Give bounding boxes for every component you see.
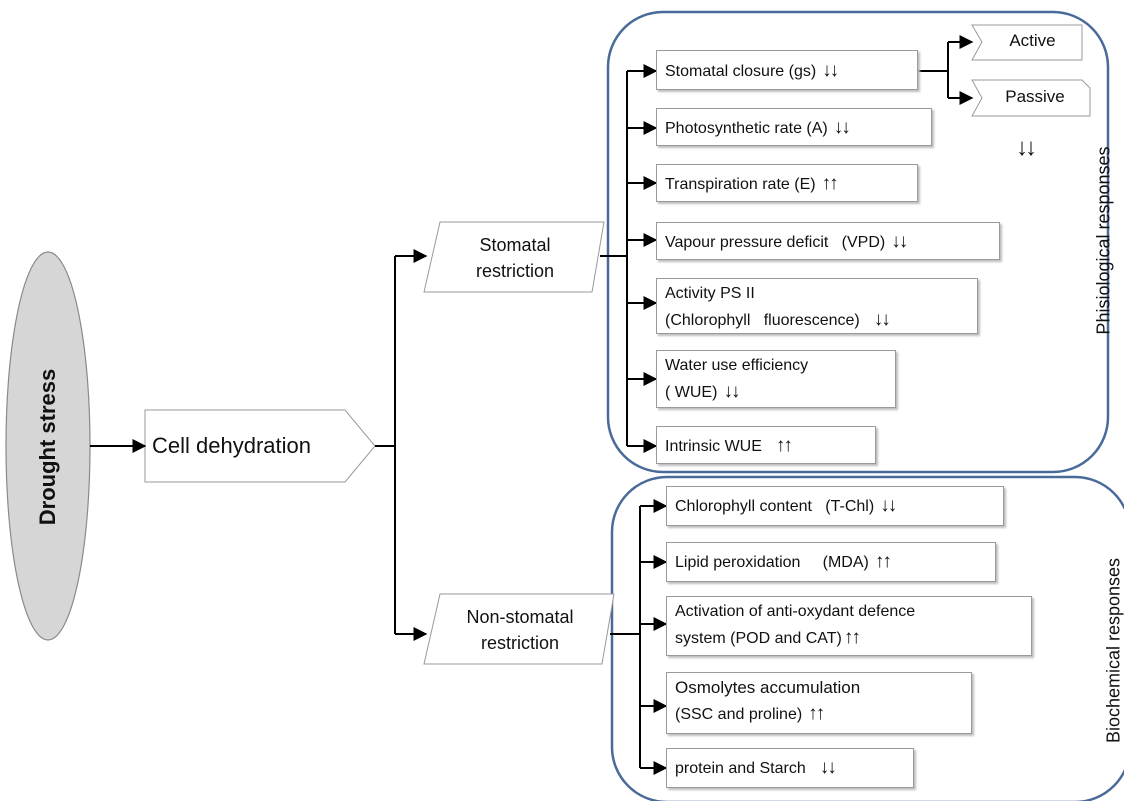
antioxidant-box: Activation of anti-oxydant defence syste… [666, 596, 1032, 656]
nonstomatal-restriction-label: Non-stomatal restriction [440, 604, 600, 656]
vpd-label: Vapour pressure deficit (VPD) [665, 234, 886, 251]
nonstomatal-line2: restriction [480, 633, 560, 653]
intrinsic-wue-box: Intrinsic WUE ↑↑ [656, 426, 876, 464]
osmolytes-line1: Osmolytes accumulation [675, 678, 861, 697]
active-label: Active [1009, 31, 1056, 50]
ps2-activity-arrows: ↓↓ [873, 309, 891, 330]
wue-arrows: ↓↓ [723, 381, 740, 402]
protein-starch-arrows: ↓↓ [819, 757, 837, 778]
ps2-activity-box: Activity PS II (Chlorophyll fluorescence… [656, 278, 978, 334]
stomatal-line2: restriction [475, 261, 555, 281]
stomatal-closure-label: Stomatal closure (gs) [665, 63, 817, 80]
osmolytes-arrows: ↑↑ [808, 703, 825, 724]
antioxidant-line1: Activation of anti-oxydant defence [675, 603, 916, 620]
passive-label: Passive [1005, 87, 1065, 106]
protein-starch-box: protein and Starch ↓↓ [666, 748, 914, 788]
osmolytes-box: Osmolytes accumulation (SSC and proline)… [666, 672, 972, 734]
vpd-box: Vapour pressure deficit (VPD) ↓↓ [656, 222, 1000, 260]
passive-arrows: ↓↓ [1016, 134, 1037, 161]
cell-dehydration-shape [144, 409, 376, 483]
wue-line2: ( WUE) [665, 384, 718, 401]
cell-dehydration-label: Cell dehydration [152, 433, 311, 458]
transpiration-rate-label: Transpiration rate (E) [665, 176, 816, 193]
physiological-group-label: Phisiological responses [1093, 146, 1114, 335]
passive-shape [971, 79, 1091, 117]
stomatal-restriction-label: Stomatal restriction [440, 232, 590, 284]
biochemical-group-frame [610, 475, 1124, 801]
stomatal-closure-box: Stomatal closure (gs) ↓↓ [656, 50, 918, 90]
active-shape [971, 24, 1083, 61]
nonstomatal-restriction-shape [423, 593, 615, 665]
chlorophyll-content-label: Chlorophyll content (T-Chl) [675, 498, 875, 515]
intrinsic-wue-arrows: ↑↑ [775, 435, 793, 456]
photosynthetic-rate-arrows: ↓↓ [833, 117, 851, 138]
stomatal-closure-arrows: ↓↓ [822, 60, 839, 81]
connector-lines [90, 35, 974, 775]
photosynthetic-rate-label: Photosynthetic rate (A) [665, 120, 828, 137]
protein-starch-label: protein and Starch [675, 760, 806, 777]
nonstomatal-line1: Non-stomatal [466, 607, 574, 627]
intrinsic-wue-label: Intrinsic WUE [665, 438, 762, 455]
antioxidant-arrows: ↑↑ [843, 627, 861, 648]
antioxidant-line2: system (POD and CAT) [675, 630, 842, 647]
drought-stress-label: Drought stress [35, 368, 60, 526]
wue-box: Water use efficiency ( WUE) ↓↓ [656, 350, 896, 408]
stomatal-restriction-shape [423, 221, 605, 293]
lipid-peroxidation-box: Lipid peroxidation (MDA) ↑↑ [666, 542, 996, 582]
transpiration-rate-arrows: ↑↑ [821, 173, 839, 194]
biochemical-group-label: Biochemical responses [1103, 557, 1124, 744]
osmolytes-line2: (SSC and proline) [675, 706, 803, 723]
lipid-peroxidation-label: Lipid peroxidation (MDA) [675, 554, 869, 571]
stomatal-line1: Stomatal [479, 235, 551, 255]
ps2-activity-line2: (Chlorophyll fluorescence) [665, 312, 860, 329]
physiological-group-frame [606, 10, 1110, 474]
photosynthetic-rate-box: Photosynthetic rate (A) ↓↓ [656, 108, 932, 146]
lipid-peroxidation-arrows: ↑↑ [874, 551, 892, 572]
vpd-arrows: ↓↓ [891, 231, 908, 252]
chlorophyll-content-arrows: ↓↓ [880, 495, 897, 516]
wue-line1: Water use efficiency [665, 357, 809, 374]
transpiration-rate-box: Transpiration rate (E) ↑↑ [656, 164, 918, 202]
ps2-activity-line1: Activity PS II [665, 285, 755, 302]
chlorophyll-content-box: Chlorophyll content (T-Chl) ↓↓ [666, 486, 1004, 526]
